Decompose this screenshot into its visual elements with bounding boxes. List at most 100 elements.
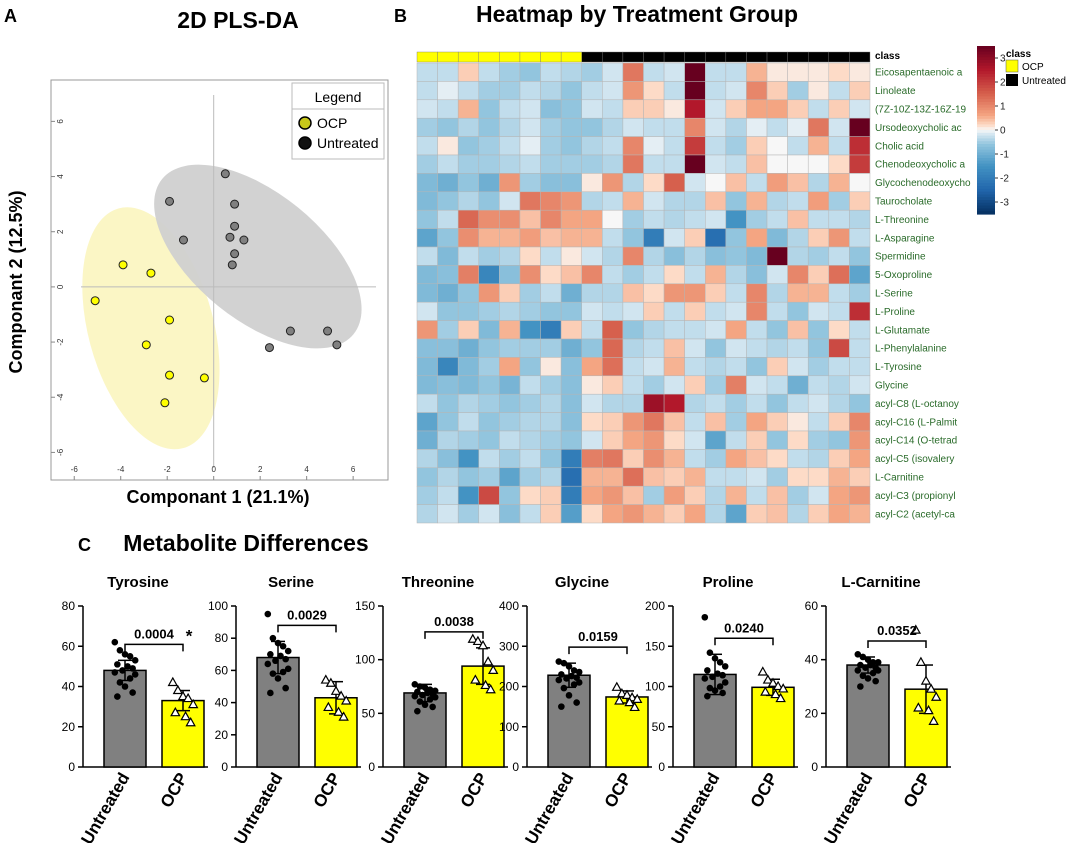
heatmap-cell [437, 283, 459, 303]
pls-legend: Legend OCP Untreated [291, 82, 385, 160]
data-point-untreated [279, 668, 287, 676]
heatmap-cell [663, 320, 685, 340]
heatmap-cell [746, 504, 768, 524]
heatmap-cell [416, 62, 438, 82]
data-point-untreated [565, 692, 573, 699]
heatmap-cell [684, 412, 706, 432]
heatmap-row-labels: Eicosapentaenoic a Linoleate (7Z-10Z-13Z-1… [875, 68, 971, 521]
heatmap-cell [457, 209, 480, 229]
heatmap-row-label: acyl-C5 (isovalery [875, 454, 954, 465]
heatmap-cell [828, 320, 850, 340]
heatmap-row-label: Spermidine [875, 252, 926, 263]
heatmap-cell [663, 117, 685, 137]
heatmap-cell [560, 338, 582, 358]
pls-y-tick-label: -6 [56, 448, 65, 456]
heatmap-cell [828, 504, 850, 524]
data-point-ocp [767, 677, 779, 687]
heatmap-cell [478, 173, 500, 193]
heatmap-cell [643, 136, 665, 156]
heatmap-row-label: acyl-C3 (propionyl [875, 491, 956, 502]
data-point-ocp [470, 674, 481, 684]
pls-point-untreated [323, 326, 333, 336]
heatmap-cell [663, 485, 685, 505]
data-point-untreated [124, 663, 131, 670]
heatmap-cell [416, 320, 438, 340]
heatmap-cell [705, 430, 727, 450]
heatmap-cell [416, 467, 438, 487]
heatmap-cell [684, 375, 706, 395]
data-point-ocp [629, 701, 640, 712]
heatmap-cell [705, 301, 727, 321]
pls-legend-untreated-marker [298, 136, 312, 150]
heatmap-row-label: Ursodeoxycholic ac [875, 123, 962, 134]
heatmap-cell [849, 117, 871, 137]
data-point-untreated [116, 679, 124, 686]
heatmap-class-cell-untreated [849, 51, 871, 63]
heatmap-scale-step [977, 177, 995, 181]
heatmap-class-cell-untreated [808, 51, 830, 63]
heatmap-cell [684, 283, 706, 303]
heatmap-cell [602, 99, 624, 119]
data-point-untreated [284, 665, 292, 673]
bar-ocp [751, 686, 795, 768]
heatmap-cell [437, 117, 459, 137]
heatmap-cell [581, 301, 603, 321]
heatmap-cell [457, 320, 480, 340]
heatmap-scale-step [977, 155, 995, 159]
heatmap-cell [787, 375, 809, 395]
heatmap-row-label: Chenodeoxycholic a [875, 160, 965, 171]
x-category-label: OCP [457, 770, 492, 811]
heatmap-cell [478, 154, 500, 174]
data-point-untreated [716, 683, 724, 690]
y-tick-label: 0 [368, 760, 375, 774]
heatmap-cell [643, 117, 665, 137]
heatmap-cell [602, 265, 624, 285]
data-point-untreated [114, 693, 121, 700]
heatmap-cell [560, 430, 582, 450]
data-point-untreated [431, 693, 439, 701]
heatmap-cell [540, 173, 562, 193]
heatmap-cell [828, 246, 850, 266]
heatmap-cell [478, 62, 500, 82]
heatmap-scale-step [977, 180, 995, 184]
heatmap-cell [437, 357, 459, 377]
x-category-label: OCP [900, 770, 935, 811]
heatmap-cell [416, 357, 438, 377]
data-point-untreated [555, 676, 563, 684]
pls-point-untreated [230, 221, 240, 231]
heatmap-cell [622, 449, 644, 469]
heatmap-cell [643, 265, 665, 285]
pls-point-ocp [90, 296, 100, 306]
heatmap-cell [478, 485, 500, 505]
heatmap-cell [705, 412, 727, 432]
data-point-untreated [277, 652, 284, 660]
heatmap-cell [622, 62, 644, 82]
heatmap-scale-step [977, 74, 995, 78]
heatmap-cell [519, 485, 541, 505]
heatmap-class-cell-ocp [478, 51, 500, 63]
heatmap-cell [828, 412, 850, 432]
data-point-untreated [267, 689, 274, 697]
heatmap-cell [519, 265, 541, 285]
heatmap-cell [478, 393, 500, 413]
heatmap-scale-step [977, 172, 995, 176]
heatmap-cell [581, 99, 603, 119]
heatmap-cell [787, 209, 809, 229]
heatmap-cell [828, 467, 850, 487]
heatmap-class-cell-untreated [684, 51, 706, 63]
data-point-untreated [701, 675, 709, 682]
heatmap-cell [828, 209, 850, 229]
pls-point-ocp [160, 398, 170, 408]
data-point-untreated [869, 669, 877, 677]
heatmap-cell [807, 338, 830, 358]
heatmap-cell [437, 412, 459, 432]
heatmap-cell [725, 485, 747, 505]
heatmap-cell [787, 191, 809, 211]
data-point-untreated [864, 656, 872, 663]
heatmap-cell [519, 191, 541, 211]
heatmap-cell [725, 228, 747, 248]
heatmap-cell [663, 154, 685, 174]
heatmap-cell [478, 412, 500, 432]
heatmap-scale-tick-label: 0 [1000, 126, 1006, 137]
heatmap-cell [499, 301, 521, 321]
